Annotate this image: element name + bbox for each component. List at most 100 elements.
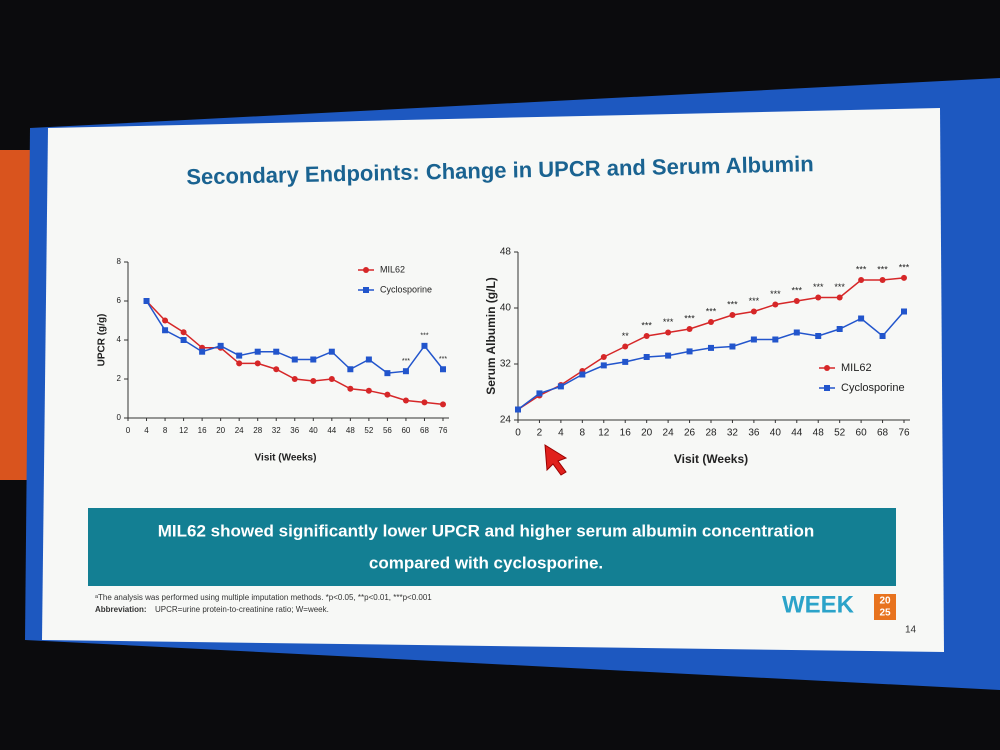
point	[815, 333, 822, 339]
point	[236, 352, 243, 359]
y-tick-label: 6	[117, 296, 122, 305]
significance: ***	[663, 317, 674, 327]
y-tick-label: 32	[500, 359, 512, 370]
point	[254, 360, 261, 367]
legend-marker	[824, 385, 830, 391]
x-tick-label: 52	[834, 428, 846, 439]
point	[180, 329, 187, 336]
point	[793, 329, 800, 336]
x-tick-label: 16	[198, 426, 207, 435]
point	[772, 301, 779, 308]
x-tick-label: 26	[684, 428, 696, 439]
point	[365, 387, 372, 394]
x-tick-label: 48	[346, 426, 355, 435]
point	[858, 277, 865, 283]
point	[515, 406, 521, 413]
x-tick-label: 8	[163, 426, 168, 435]
point	[750, 336, 757, 343]
point	[815, 294, 822, 301]
x-tick-label: 52	[364, 426, 373, 435]
point	[180, 337, 187, 343]
page-number: 14	[905, 625, 917, 636]
logo-year: 25	[879, 608, 891, 619]
significance: ***	[856, 264, 867, 274]
point	[365, 356, 372, 363]
point	[347, 385, 354, 392]
x-tick-label: 56	[383, 426, 392, 435]
point	[162, 327, 169, 334]
y-tick-label: 0	[117, 413, 122, 422]
y-tick-label: 24	[500, 415, 512, 426]
y-axis-label: Serum Albumin (g/L)	[484, 277, 498, 395]
y-axis-label: UPCR (g/g)	[97, 314, 108, 367]
point	[622, 358, 629, 365]
banner	[88, 508, 896, 586]
point	[579, 371, 586, 378]
x-tick-label: 32	[727, 428, 739, 439]
point	[836, 294, 843, 301]
legend-label: Cyclosporine	[380, 284, 432, 294]
point	[143, 298, 150, 304]
x-axis-label: Visit (Weeks)	[255, 453, 317, 464]
x-tick-label: 12	[179, 426, 188, 435]
point	[310, 377, 317, 384]
point	[901, 308, 907, 315]
point	[879, 333, 886, 339]
point	[384, 370, 391, 377]
x-tick-label: 4	[144, 426, 149, 435]
logo-text: WEEK	[782, 591, 855, 618]
x-tick-label: 76	[898, 428, 910, 439]
x-tick-label: 60	[856, 428, 868, 439]
x-tick-label: 60	[401, 426, 410, 435]
point	[199, 348, 206, 355]
x-tick-label: 40	[309, 426, 318, 435]
point	[686, 326, 693, 332]
x-tick-label: 40	[770, 428, 782, 439]
logo-year: 20	[879, 596, 891, 607]
cursor	[544, 444, 568, 476]
logo-box	[874, 594, 896, 620]
point	[858, 315, 865, 322]
point	[440, 401, 446, 408]
y-tick-label: 40	[500, 303, 512, 314]
point	[536, 390, 543, 397]
significance: ***	[402, 358, 410, 365]
point	[643, 333, 650, 339]
significance: ***	[641, 320, 652, 330]
banner-line: compared with cyclosporine.	[369, 553, 603, 572]
significance: ***	[706, 306, 717, 316]
significance: ***	[684, 313, 695, 323]
x-tick-label: 0	[126, 426, 131, 435]
x-tick-label: 68	[420, 426, 429, 435]
point	[162, 317, 169, 324]
x-tick-label: 44	[791, 428, 803, 439]
point	[421, 342, 428, 349]
x-tick-label: 0	[515, 428, 521, 439]
x-tick-label: 12	[598, 428, 610, 439]
point	[665, 352, 672, 359]
significance: ***	[749, 296, 760, 306]
x-tick-label: 4	[558, 428, 564, 439]
point	[291, 356, 298, 363]
point	[384, 391, 391, 398]
point	[217, 342, 224, 349]
legend-label: MIL62	[841, 362, 872, 374]
x-tick-label: 48	[813, 428, 825, 439]
x-tick-label: 16	[620, 428, 632, 439]
point	[236, 360, 243, 367]
x-tick-label: 76	[439, 426, 448, 435]
legend-marker	[824, 365, 830, 371]
significance: ***	[439, 356, 447, 363]
x-tick-label: 44	[327, 426, 336, 435]
banner-line: MIL62 showed significantly lower UPCR an…	[158, 521, 815, 540]
point	[600, 354, 607, 360]
point	[708, 319, 714, 325]
x-tick-label: 28	[705, 428, 717, 439]
point	[273, 366, 280, 373]
x-tick-label: 8	[580, 428, 586, 439]
significance: ***	[727, 299, 738, 309]
x-tick-label: 68	[877, 428, 889, 439]
y-tick-label: 48	[500, 247, 512, 258]
legend-marker	[363, 287, 369, 293]
